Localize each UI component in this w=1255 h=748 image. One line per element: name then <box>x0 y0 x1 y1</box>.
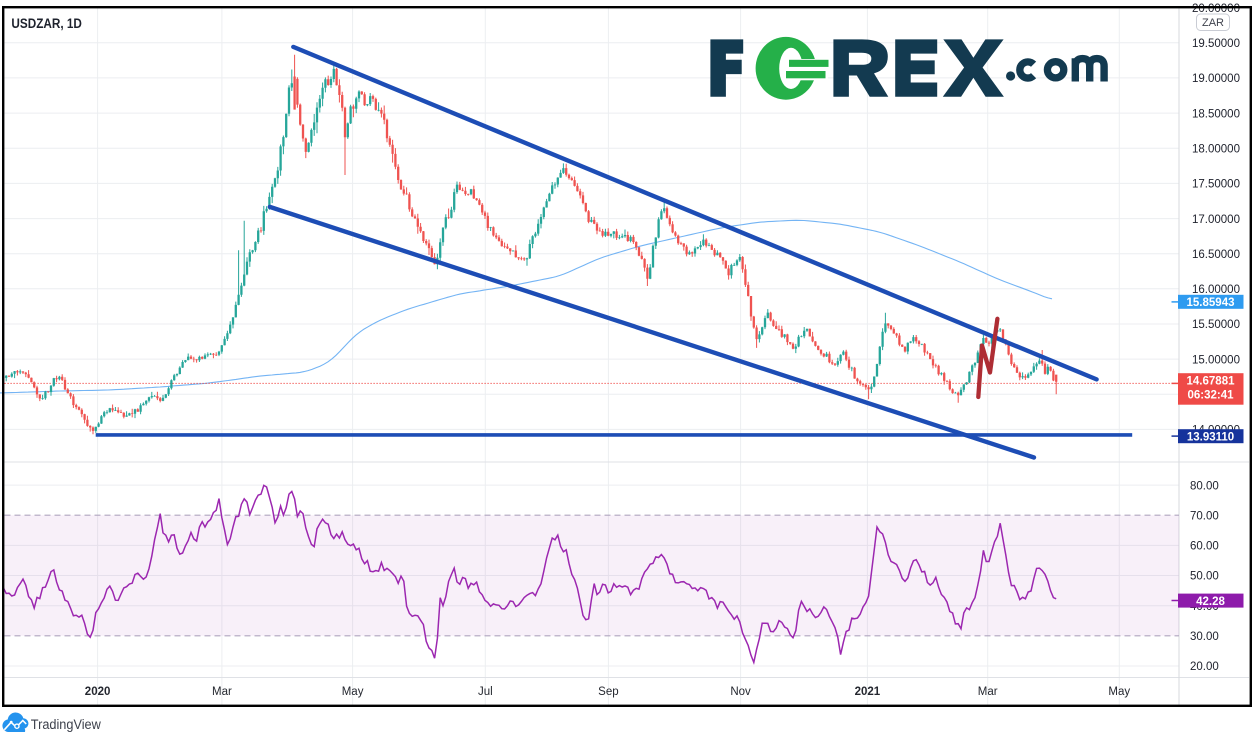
svg-text:16.50000: 16.50000 <box>1192 249 1240 261</box>
svg-text:USDZAR, 1D: USDZAR, 1D <box>11 16 82 32</box>
svg-text:70.00: 70.00 <box>1190 510 1219 522</box>
svg-text:18.50000: 18.50000 <box>1192 108 1240 120</box>
svg-text:19.00000: 19.00000 <box>1192 73 1240 85</box>
svg-text:80.00: 80.00 <box>1190 480 1219 492</box>
svg-text:Mar: Mar <box>978 686 998 698</box>
svg-text:16.00000: 16.00000 <box>1192 284 1240 296</box>
svg-text:May: May <box>342 686 364 698</box>
svg-text:ZAR: ZAR <box>1202 17 1224 29</box>
svg-text:Nov: Nov <box>730 686 751 698</box>
svg-text:Jul: Jul <box>478 686 493 698</box>
svg-text:06:32:41: 06:32:41 <box>1187 390 1234 402</box>
svg-text:17.50000: 17.50000 <box>1192 179 1240 191</box>
svg-text:Mar: Mar <box>212 686 232 698</box>
svg-text:20.00000: 20.00000 <box>1192 3 1240 15</box>
svg-text:13.93110: 13.93110 <box>1187 432 1234 444</box>
svg-text:2020: 2020 <box>85 686 111 698</box>
svg-text:2021: 2021 <box>855 686 881 698</box>
svg-text:30.00: 30.00 <box>1190 631 1219 643</box>
svg-text:May: May <box>1108 686 1130 698</box>
svg-text:42.28: 42.28 <box>1196 596 1225 608</box>
svg-text:15.50000: 15.50000 <box>1192 319 1240 331</box>
svg-text:17.00000: 17.00000 <box>1192 214 1240 226</box>
svg-text:15.85943: 15.85943 <box>1187 297 1235 309</box>
svg-text:18.00000: 18.00000 <box>1192 143 1240 155</box>
svg-text:14.67881: 14.67881 <box>1187 376 1236 388</box>
svg-text:50.00: 50.00 <box>1190 571 1219 583</box>
svg-text:15.00000: 15.00000 <box>1192 354 1240 366</box>
svg-text:19.50000: 19.50000 <box>1192 38 1240 50</box>
svg-text:TradingView: TradingView <box>31 717 102 733</box>
svg-text:60.00: 60.00 <box>1190 541 1219 553</box>
svg-text:20.00: 20.00 <box>1190 661 1219 673</box>
svg-text:Sep: Sep <box>598 686 618 698</box>
